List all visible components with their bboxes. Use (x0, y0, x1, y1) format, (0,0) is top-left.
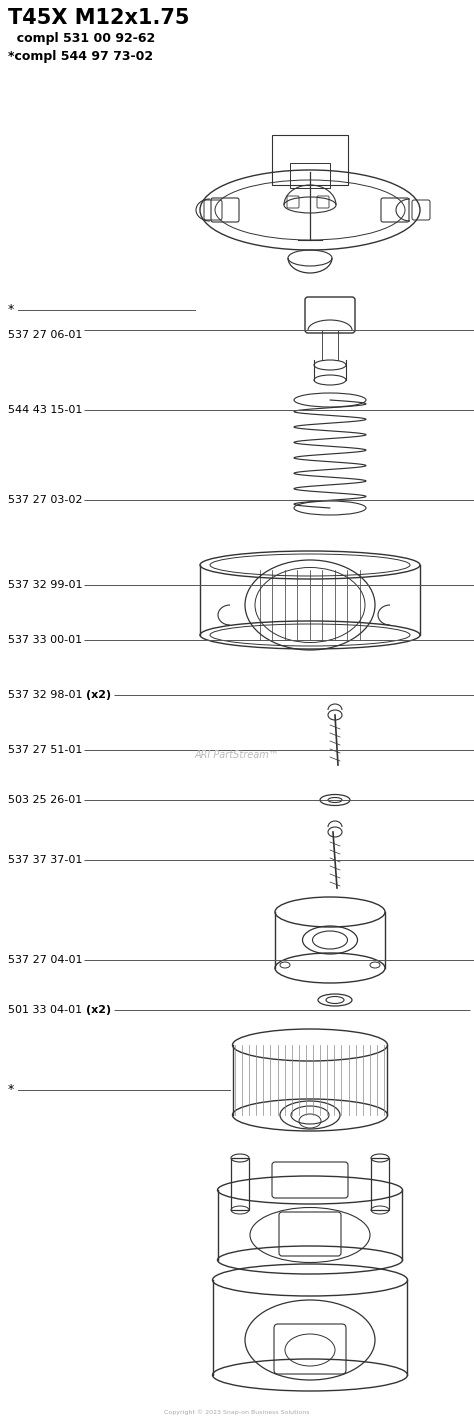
Text: 503 25 26-01: 503 25 26-01 (8, 795, 82, 805)
Text: (x2): (x2) (86, 1005, 111, 1015)
Text: 537 37 37-01: 537 37 37-01 (8, 854, 82, 864)
Text: 544 43 15-01: 544 43 15-01 (8, 404, 82, 414)
Bar (290, 162, 330, 188)
Bar (231, 1158, 249, 1210)
Bar (272, 135, 348, 185)
Text: Copyright © 2023 Snap-on Business Solutions: Copyright © 2023 Snap-on Business Soluti… (164, 1410, 310, 1415)
Text: 537 27 04-01: 537 27 04-01 (8, 956, 82, 965)
Text: compl 531 00 92-62: compl 531 00 92-62 (8, 31, 155, 46)
Bar (371, 1158, 389, 1210)
Text: 537 27 03-02: 537 27 03-02 (8, 496, 82, 506)
Text: *: * (8, 1084, 14, 1096)
Text: 537 27 51-01: 537 27 51-01 (8, 745, 82, 755)
Text: *: * (8, 303, 14, 316)
Text: 537 27 06-01: 537 27 06-01 (8, 330, 82, 340)
Text: T45X M12x1.75: T45X M12x1.75 (8, 9, 190, 28)
Text: 501 33 04-01: 501 33 04-01 (8, 1005, 86, 1015)
Text: 537 32 98-01: 537 32 98-01 (8, 691, 86, 701)
Text: 537 32 99-01: 537 32 99-01 (8, 580, 82, 590)
Text: 537 33 00-01: 537 33 00-01 (8, 635, 82, 645)
Text: *compl 544 97 73-02: *compl 544 97 73-02 (8, 50, 153, 63)
Text: ARI PartStream™: ARI PartStream™ (195, 750, 279, 760)
Text: (x2): (x2) (86, 691, 111, 701)
